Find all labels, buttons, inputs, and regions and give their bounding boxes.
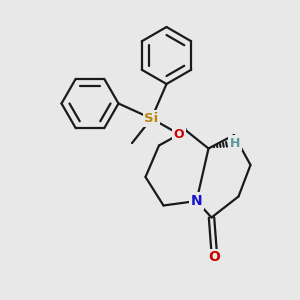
Text: O: O xyxy=(174,128,184,141)
Text: O: O xyxy=(208,250,220,264)
Text: Si: Si xyxy=(144,112,159,125)
Polygon shape xyxy=(177,128,186,139)
Text: N: N xyxy=(191,194,202,208)
Text: H: H xyxy=(230,136,240,150)
